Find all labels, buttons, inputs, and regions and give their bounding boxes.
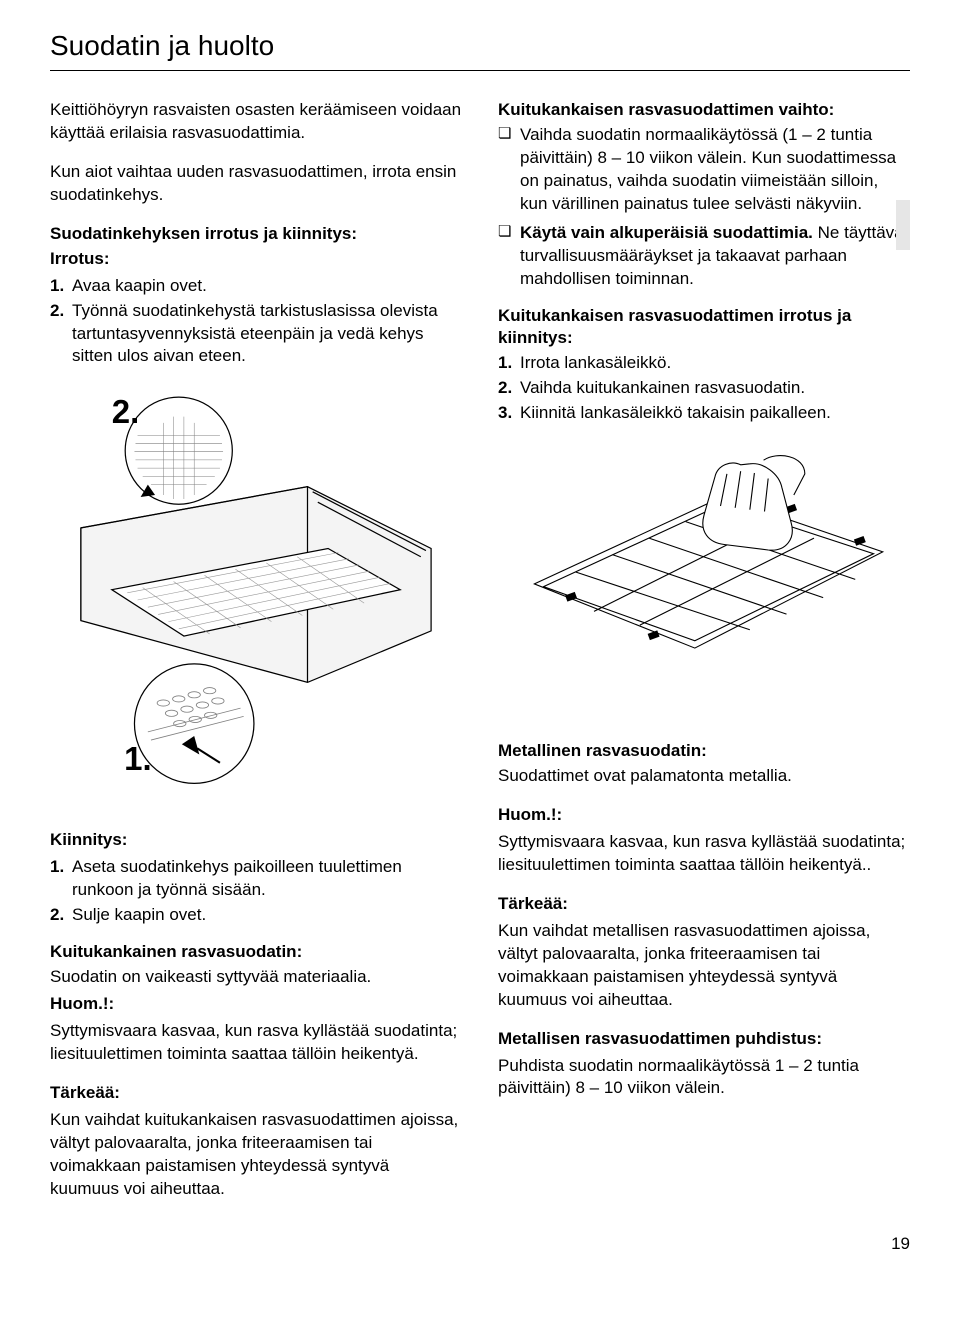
title-rule [50,70,910,71]
list-number: 1. [50,275,72,298]
list-text: Avaa kaapin ovet. [72,275,207,298]
list-number: 2. [50,904,72,927]
list-item: 1.Avaa kaapin ovet. [50,275,462,298]
list-number: 1. [498,352,520,375]
important-label-2: Tärkeää: [498,894,568,913]
note-text: Syttymisvaara kasvaa, kun rasva kyllästä… [50,1020,462,1066]
list-text: Sulje kaapin ovet. [72,904,206,927]
list-item: ❏Käytä vain alkuperäisiä suodattimia. Ne… [498,222,910,291]
bullet-text: Vaihda suodatin normaalikäytössä (1 – 2 … [520,124,910,216]
attachment-list: 1.Aseta suodatinkehys paikoilleen tuulet… [50,856,462,927]
intro-para-1: Keittiöhöyryn rasvaisten osasten keräämi… [50,99,462,145]
note-block: Huom.!: [50,993,462,1016]
heading-metal-clean: Metallisen rasvasuodattimen puhdistus: [498,1028,910,1051]
list-text: Irrota lankasäleikkö. [520,352,671,375]
list-text: Työnnä suodatinkehystä tarkistuslasissa … [72,300,462,369]
list-item: 3.Kiinnitä lankasäleikkö takaisin paikal… [498,402,910,425]
metal-para: Suodattimet ovat palamatonta metallia. [498,765,910,788]
list-text: Kiinnitä lankasäleikkö takaisin paikalle… [520,402,831,425]
note-block-2: Huom.!: [498,804,910,827]
intro-para-2: Kun aiot vaihtaa uuden rasvasuodattimen,… [50,161,462,207]
page-title: Suodatin ja huolto [50,30,910,62]
list-item: ❏Vaihda suodatin normaalikäytössä (1 – 2… [498,124,910,216]
metal-clean-text: Puhdista suodatin normaalikäytössä 1 – 2… [498,1055,910,1101]
bullet-icon: ❏ [498,124,520,216]
bullet-text: Käytä vain alkuperäisiä suodattimia. Ne … [520,222,910,291]
list-text: Aseta suodatinkehys paikoilleen tuuletti… [72,856,462,902]
list-item: 1.Irrota lankasäleikkö. [498,352,910,375]
page-wrap: Suodatin ja huolto Keittiöhöyryn rasvais… [50,30,910,1255]
list-number: 2. [498,377,520,400]
subheading-removal: Irrotus: [50,248,462,271]
spacer [498,694,910,734]
fleece-steps: 1.Irrota lankasäleikkö. 2.Vaihda kuituka… [498,352,910,425]
list-item: 2.Työnnä suodatinkehystä tarkistuslasiss… [50,300,462,369]
list-text: Vaihda kuitukankainen rasvasuodatin. [520,377,805,400]
columns: Keittiöhöyryn rasvaisten osasten keräämi… [50,99,910,1205]
right-column: Kuitukankaisen rasvasuodattimen vaihto: … [498,99,910,1205]
note-label: Huom.!: [50,994,114,1013]
list-item: 2.Sulje kaapin ovet. [50,904,462,927]
heading-fleece-change: Kuitukankaisen rasvasuodattimen vaihto: [498,99,910,122]
page-number: 19 [50,1233,910,1256]
important-text: Kun vaihdat kuitukankaisen rasvasuodatti… [50,1109,462,1201]
subheading-attachment: Kiinnitys: [50,829,462,852]
list-number: 3. [498,402,520,425]
side-tab [896,200,910,250]
left-column: Keittiöhöyryn rasvaisten osasten keräämi… [50,99,462,1205]
heading-fleece-remove: Kuitukankaisen rasvasuodattimen irrotus … [498,305,910,351]
change-bullets: ❏Vaihda suodatin normaalikäytössä (1 – 2… [498,124,910,291]
heading-fleece-filter: Kuitukankainen rasvasuodatin: [50,941,462,964]
list-item: 2.Vaihda kuitukankainen rasvasuodatin. [498,377,910,400]
note-label-2: Huom.!: [498,805,562,824]
list-number: 2. [50,300,72,369]
note-text-2: Syttymisvaara kasvaa, kun rasva kyllästä… [498,831,910,877]
important-label: Tärkeää: [50,1083,120,1102]
heading-frame-removal: Suodatinkehyksen irrotus ja kiinnitys: [50,223,462,246]
removal-list: 1.Avaa kaapin ovet. 2.Työnnä suodatinkeh… [50,275,462,369]
important-text-2: Kun vaihdat metallisen rasvasuodattimen … [498,920,910,1012]
fleece-material-para: Suodatin on vaikeasti syttyvää materiaal… [50,966,462,989]
list-item: 1.Aseta suodatinkehys paikoilleen tuulet… [50,856,462,902]
important-block: Tärkeää: [50,1082,462,1105]
list-number: 1. [50,856,72,902]
bullet-icon: ❏ [498,222,520,291]
illustration-filter-frame: 2. [50,394,462,806]
important-block-2: Tärkeää: [498,893,910,916]
callout-label-1: 1. [124,740,151,777]
callout-label-2: 2. [112,394,139,430]
illustration-hand-filter [498,451,910,671]
heading-metal-filter: Metallinen rasvasuodatin: [498,740,910,763]
